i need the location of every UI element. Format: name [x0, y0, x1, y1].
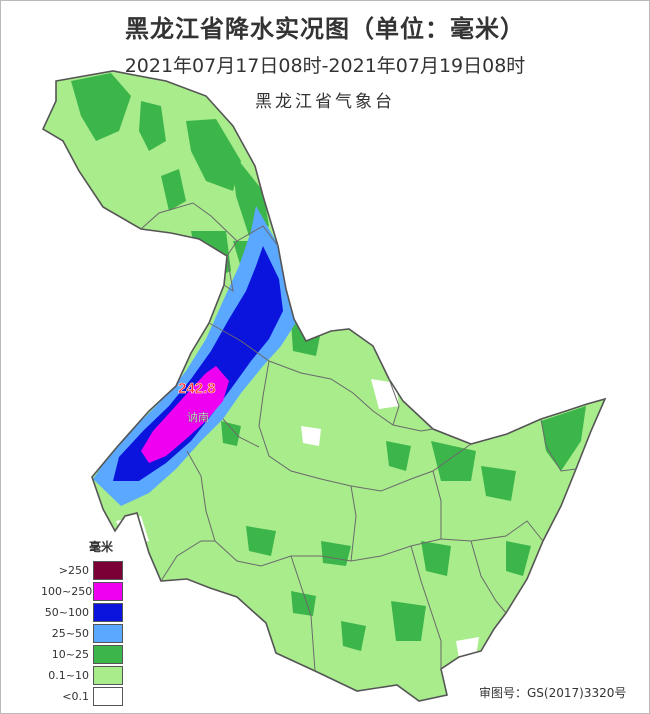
legend-item: <0.1 — [41, 686, 131, 707]
district-boundaries — [140, 202, 577, 672]
province-boundary — [41, 70, 607, 702]
legend: 毫米 >250 100~250 50~100 25~50 10~25 0.1~1… — [41, 538, 131, 708]
legend-item: 10~25 — [41, 644, 131, 665]
legend-item: 100~250 — [41, 581, 131, 602]
legend-label: 50~100 — [44, 606, 89, 619]
legend-swatch — [93, 624, 123, 643]
legend-swatch — [93, 582, 123, 601]
legend-swatch — [93, 603, 123, 622]
legend-label: <0.1 — [62, 690, 89, 703]
rain-band-green — [71, 73, 586, 651]
map-review-number: 审图号：GS(2017)3320号 — [479, 686, 627, 700]
map-title: 黑龙江省降水实况图（单位：毫米） — [125, 15, 525, 43]
legend-swatch — [93, 666, 123, 685]
time-period: 2021年07月17日08时-2021年07月19日08时 — [124, 55, 526, 77]
legend-swatch — [93, 645, 123, 664]
max-rainfall-value: 242.8 — [178, 380, 216, 397]
legend-item: 0.1~10 — [41, 665, 131, 686]
legend-label: 10~25 — [51, 648, 89, 661]
legend-label: >250 — [58, 564, 89, 577]
legend-label: 25~50 — [51, 627, 89, 640]
legend-swatch — [93, 561, 123, 580]
rain-band-magenta — [141, 366, 229, 463]
max-station-name: 讷南 — [187, 411, 209, 424]
legend-item: 25~50 — [41, 623, 131, 644]
legend-item: 50~100 — [41, 602, 131, 623]
legend-label: 100~250 — [41, 585, 93, 598]
legend-label: 0.1~10 — [48, 669, 89, 682]
legend-swatch — [93, 687, 123, 706]
legend-unit: 毫米 — [89, 540, 114, 554]
rain-band-blue — [113, 246, 283, 481]
legend-item: >250 — [41, 560, 131, 581]
agency-name: 黑龙江省气象台 — [255, 92, 395, 112]
